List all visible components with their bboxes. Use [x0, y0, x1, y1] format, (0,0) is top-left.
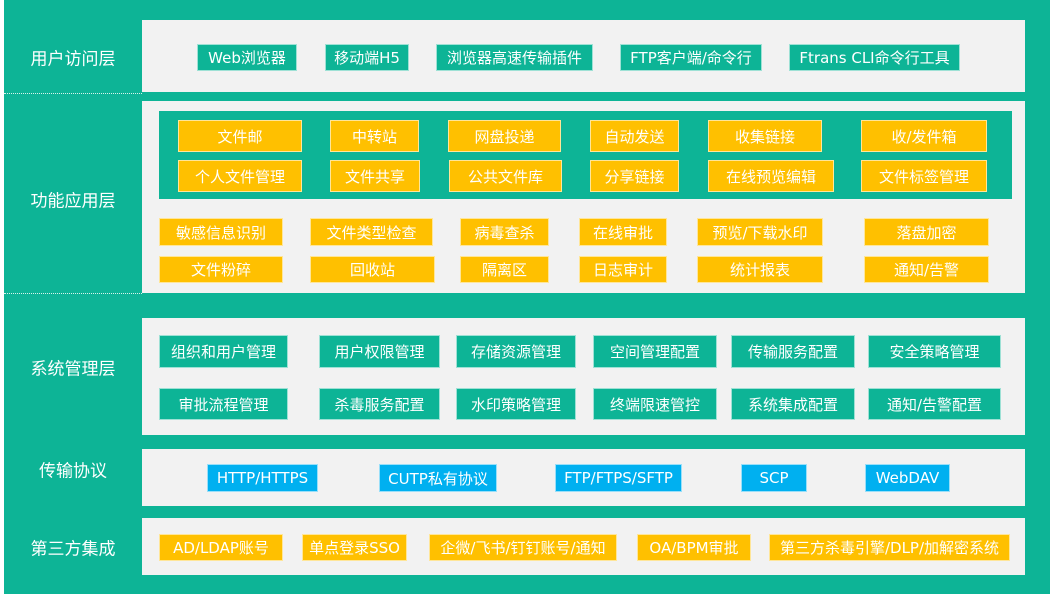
layer-label-access: 用户访问层: [30, 49, 116, 70]
management-item: 水印策略管理: [456, 388, 576, 420]
core-function-item: 自动发送: [590, 120, 679, 152]
protocol-item: WebDAV: [865, 464, 950, 492]
core-function-item: 网盘投递: [448, 120, 561, 152]
divider: [4, 93, 142, 94]
integration-item: 第三方杀毒引擎/DLP/加解密系统: [769, 534, 1010, 561]
management-item: 传输服务配置: [731, 335, 855, 368]
core-function-item: 文件标签管理: [861, 160, 987, 192]
function-item: 落盘加密: [864, 218, 989, 246]
core-function-item: 文件邮: [178, 120, 302, 152]
management-item: 系统集成配置: [731, 388, 855, 420]
function-item: 文件类型检查: [310, 218, 433, 246]
core-function-item: 在线预览编辑: [708, 160, 834, 192]
layer-label-function: 功能应用层: [30, 191, 116, 212]
function-item: 敏感信息识别: [159, 218, 283, 246]
function-item: 在线审批: [579, 218, 667, 246]
access-item: Web浏览器: [197, 44, 297, 71]
core-function-item: 文件共享: [330, 160, 420, 192]
layer-label-integration: 第三方集成: [30, 539, 116, 560]
function-item: 通知/告警: [864, 256, 989, 283]
function-item: 隔离区: [460, 256, 549, 283]
core-function-item: 分享链接: [590, 160, 679, 192]
layer-label-management: 系统管理层: [30, 359, 116, 380]
function-item: 病毒查杀: [460, 218, 549, 246]
access-item: 移动端H5: [325, 44, 409, 71]
management-item: 用户权限管理: [319, 335, 440, 368]
management-item: 终端限速管控: [593, 388, 717, 420]
function-item: 预览/下载水印: [697, 218, 823, 246]
core-function-item: 中转站: [330, 120, 419, 152]
management-item: 安全策略管理: [868, 335, 1001, 368]
management-item: 杀毒服务配置: [319, 388, 440, 420]
function-item: 日志审计: [579, 256, 667, 283]
access-item: Ftrans CLI命令行工具: [789, 44, 960, 71]
management-item: 审批流程管理: [159, 388, 288, 420]
management-item: 空间管理配置: [593, 335, 717, 368]
integration-item: 企微/飞书/钉钉账号/通知: [429, 534, 617, 561]
core-function-item: 公共文件库: [449, 160, 562, 192]
management-item: 存储资源管理: [456, 335, 576, 368]
core-function-item: 个人文件管理: [178, 160, 302, 192]
core-function-item: 收/发件箱: [861, 120, 987, 152]
function-item: 回收站: [310, 256, 435, 283]
function-item: 统计报表: [697, 256, 823, 283]
integration-item: AD/LDAP账号: [159, 534, 283, 561]
protocol-item: SCP: [741, 464, 807, 492]
layer-label-protocol: 传输协议: [39, 461, 107, 482]
integration-item: 单点登录SSO: [302, 534, 407, 561]
access-item: FTP客户端/命令行: [620, 44, 762, 71]
protocol-item: CUTP私有协议: [379, 464, 497, 492]
core-function-item: 收集链接: [708, 120, 822, 152]
management-item: 组织和用户管理: [159, 335, 288, 368]
management-item: 通知/告警配置: [868, 388, 1001, 420]
integration-item: OA/BPM审批: [637, 534, 751, 561]
divider: [4, 293, 142, 294]
protocol-item: FTP/FTPS/SFTP: [555, 464, 682, 492]
protocol-item: HTTP/HTTPS: [207, 464, 318, 492]
function-item: 文件粉碎: [159, 256, 283, 283]
access-item: 浏览器高速传输插件: [436, 44, 593, 71]
